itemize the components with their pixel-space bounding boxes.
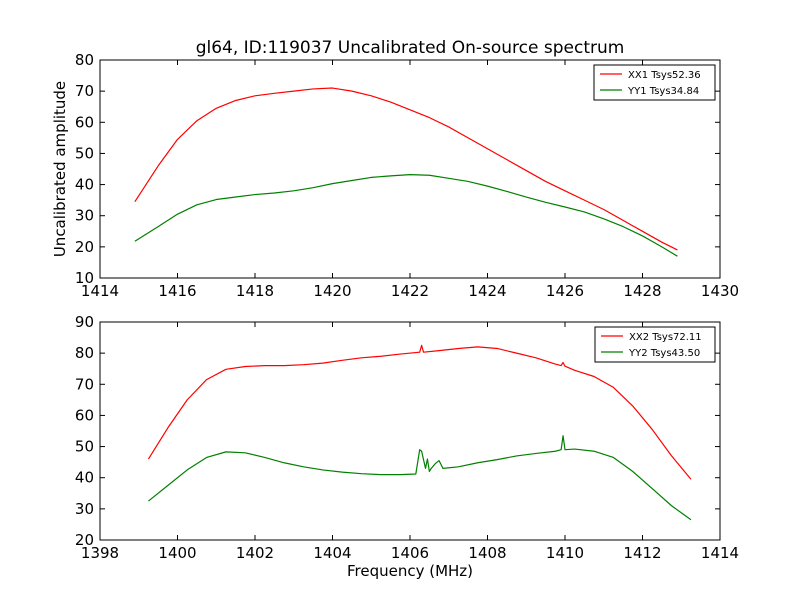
bottom-y-tick-label: 70 [75, 375, 94, 393]
bottom-x-tick-label: 1408 [468, 544, 506, 562]
bottom-legend: XX2 Tsys72.11 YY2 Tsys43.50 [594, 326, 716, 363]
bottom-legend-label-1: YY2 Tsys43.50 [628, 348, 700, 359]
bottom-panel: Frequency (MHz) 1398 1400 1402 1404 1406 1408… [75, 313, 739, 580]
bottom-y-tick-label: 40 [75, 469, 94, 487]
top-y-tick-label: 30 [75, 207, 94, 225]
bottom-x-tick-label: 1410 [546, 544, 584, 562]
top-legend-label-0: XX1 Tsys52.36 [628, 70, 701, 81]
top-x-tick-label: 1426 [546, 282, 584, 300]
bottom-x-tick-label: 1398 [81, 544, 119, 562]
bottom-x-axis-label: Frequency (MHz) [347, 562, 473, 580]
bottom-legend-label-0: XX2 Tsys72.11 [629, 332, 702, 343]
top-y-tick-label: 80 [75, 51, 94, 69]
bottom-series-line-0 [147, 344, 692, 480]
bottom-y-tick-label: 80 [75, 344, 94, 362]
bottom-x-tick-label: 1412 [623, 544, 661, 562]
top-legend-label-1: YY1 Tsys34.84 [627, 86, 699, 97]
top-x-tick-label: 1422 [391, 282, 429, 300]
bottom-x-tick-label: 1406 [391, 544, 429, 562]
top-y-tick-label: 40 [75, 176, 94, 194]
top-y-tick-label: 70 [75, 82, 94, 100]
top-x-tick-label: 1414 [81, 282, 119, 300]
top-legend: XX1 Tsys52.36 YY1 Tsys34.84 [593, 64, 716, 101]
bottom-y-tick-label: 30 [75, 500, 94, 518]
top-y-tick-label: 20 [75, 238, 94, 256]
bottom-y-tick-label: 20 [75, 531, 94, 549]
bottom-x-tick-label: 1414 [701, 544, 739, 562]
top-x-tick-label: 1420 [313, 282, 351, 300]
top-y-tick-label: 50 [75, 144, 94, 162]
bottom-legend-box [594, 326, 716, 363]
top-x-tick-label: 1418 [236, 282, 274, 300]
bottom-x-tick-label: 1400 [158, 544, 196, 562]
bottom-series-line-1 [148, 435, 692, 521]
bottom-y-tick-label: 90 [75, 313, 94, 331]
top-legend-box [593, 64, 716, 101]
bottom-x-tick-label: 1404 [313, 544, 351, 562]
top-panel: Uncalibrated amplitude 1414 1416 1418 1420 1… [51, 51, 739, 300]
top-y-tick-label: 60 [75, 113, 94, 131]
top-series-line-1 [134, 174, 678, 257]
top-x-tick-label: 1416 [158, 282, 196, 300]
bottom-y-tick-label: 50 [75, 438, 94, 456]
top-y-axis-label: Uncalibrated amplitude [51, 81, 69, 257]
figure-title: gl64, ID:119037 Uncalibrated On-source s… [196, 38, 625, 58]
bottom-y-tick-label: 60 [75, 406, 94, 424]
top-y-tick-label: 10 [75, 269, 94, 287]
top-series-line-0 [134, 87, 678, 251]
top-x-tick-label: 1428 [623, 282, 661, 300]
top-x-tick-label: 1424 [468, 282, 506, 300]
bottom-x-tick-label: 1402 [236, 544, 274, 562]
top-x-tick-label: 1430 [701, 282, 739, 300]
